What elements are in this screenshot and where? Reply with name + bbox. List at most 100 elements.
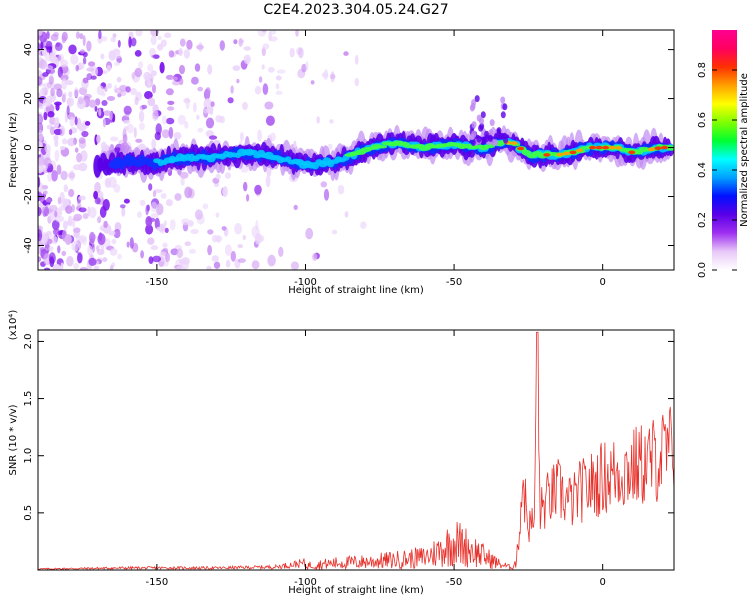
noise-speckle [224, 172, 231, 179]
noise-speckle [77, 196, 82, 209]
noise-speckle [276, 69, 286, 74]
noise-speckle [196, 114, 200, 120]
noise-speckle [329, 119, 334, 124]
noise-speckle [104, 177, 112, 188]
noise-speckle [86, 73, 93, 81]
noise-speckle [128, 36, 132, 48]
noise-speckle [168, 126, 174, 139]
noise-speckle [257, 129, 262, 142]
noise-speckle [61, 78, 68, 90]
noise-speckle [147, 237, 155, 245]
noise-speckle [213, 261, 221, 269]
noise-speckle [70, 54, 79, 65]
noise-speckle [133, 127, 137, 139]
noise-speckle [94, 182, 101, 194]
ridge-flare [479, 117, 484, 125]
noise-speckle [157, 43, 164, 51]
noise-speckle [38, 51, 42, 63]
noise-speckle [165, 252, 171, 263]
noise-speckle [188, 248, 196, 254]
noise-speckle [192, 102, 197, 113]
noise-speckle [205, 117, 215, 129]
ridge-core [377, 145, 388, 149]
noise-speckle [152, 190, 157, 198]
snr-yscale-label: (x10⁴) [8, 310, 19, 341]
ridge-peak [517, 146, 525, 151]
ridge-flare [503, 136, 509, 144]
noise-speckle [170, 248, 179, 256]
noise-speckle [176, 248, 184, 259]
noise-speckle [51, 236, 59, 245]
noise-speckle [343, 51, 349, 56]
noise-speckle [153, 54, 160, 59]
ridge-peak [654, 146, 662, 150]
ridge-flare [480, 136, 486, 144]
ridge-flare [493, 139, 499, 147]
noise-speckle [215, 173, 221, 180]
noise-speckle [82, 57, 87, 65]
noise-speckle [217, 235, 221, 244]
noise-speckle [60, 146, 66, 150]
noise-speckle [53, 128, 63, 136]
noise-speckle [38, 129, 44, 142]
noise-speckle [145, 224, 154, 235]
noise-speckle [54, 149, 60, 162]
noise-speckle [49, 204, 58, 212]
noise-speckle [89, 99, 96, 108]
noise-speckle [344, 211, 349, 218]
ridge-peak [576, 148, 583, 153]
colorbar-tick-label: 0.4 [697, 162, 708, 178]
noise-speckle [38, 176, 41, 188]
noise-speckle [109, 248, 118, 256]
noise-speckle [331, 229, 338, 235]
noise-speckle [75, 31, 80, 39]
noise-speckle [43, 267, 51, 270]
y-tick-label: -40 [23, 237, 34, 253]
noise-speckle [57, 196, 62, 205]
noise-speckle [138, 110, 145, 123]
noise-speckle [82, 77, 89, 84]
noise-speckle [181, 257, 190, 265]
noise-speckle [150, 201, 158, 213]
noise-speckle [107, 82, 112, 89]
noise-speckle [68, 129, 73, 136]
noise-speckle [208, 135, 218, 140]
noise-speckle [275, 83, 280, 90]
noise-speckle [227, 97, 234, 104]
noise-speckle [79, 267, 88, 270]
ridge-peak [647, 147, 655, 152]
noise-speckle [251, 225, 260, 238]
spectrogram-xlabel: Height of straight line (km) [288, 285, 424, 296]
noise-speckle [84, 121, 91, 126]
noise-speckle [94, 98, 101, 106]
y-tick-label: 40 [23, 43, 34, 56]
noise-speckle [239, 131, 244, 142]
noise-speckle [134, 50, 142, 57]
noise-speckle [190, 228, 199, 235]
noise-speckle [134, 67, 143, 78]
noise-speckle [139, 199, 146, 206]
noise-speckle [150, 30, 160, 37]
noise-speckle [145, 205, 149, 216]
noise-speckle [100, 53, 105, 60]
noise-speckle [57, 245, 61, 254]
spectrogram-panel: -150 -100 -50 0 -40 -20 0 20 40 Height of straig… [8, 29, 675, 296]
snr-xlabel: Height of straight line (km) [288, 585, 424, 596]
noise-speckle [147, 63, 154, 72]
noise-speckle [77, 96, 84, 105]
noise-speckle [52, 263, 62, 270]
colorbar-gradient [712, 30, 737, 270]
noise-speckle [140, 250, 145, 259]
noise-speckle [243, 46, 252, 51]
noise-speckle [134, 96, 139, 106]
noise-speckle [184, 121, 189, 129]
noise-speckle [320, 181, 328, 188]
noise-speckle [196, 44, 204, 50]
noise-speckle [54, 117, 60, 128]
noise-speckle [50, 34, 59, 42]
y-tick-label: 2.0 [23, 333, 34, 349]
noise-speckle [267, 254, 276, 267]
noise-speckle [301, 63, 307, 73]
noise-speckle [131, 72, 136, 80]
noise-speckle [316, 116, 320, 124]
